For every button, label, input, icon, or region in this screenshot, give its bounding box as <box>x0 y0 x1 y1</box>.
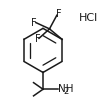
Text: HCl: HCl <box>79 13 98 23</box>
Text: F: F <box>56 9 61 19</box>
Text: 2: 2 <box>64 87 69 96</box>
Text: F: F <box>35 34 40 44</box>
Text: NH: NH <box>58 84 73 94</box>
Text: F: F <box>31 18 37 28</box>
